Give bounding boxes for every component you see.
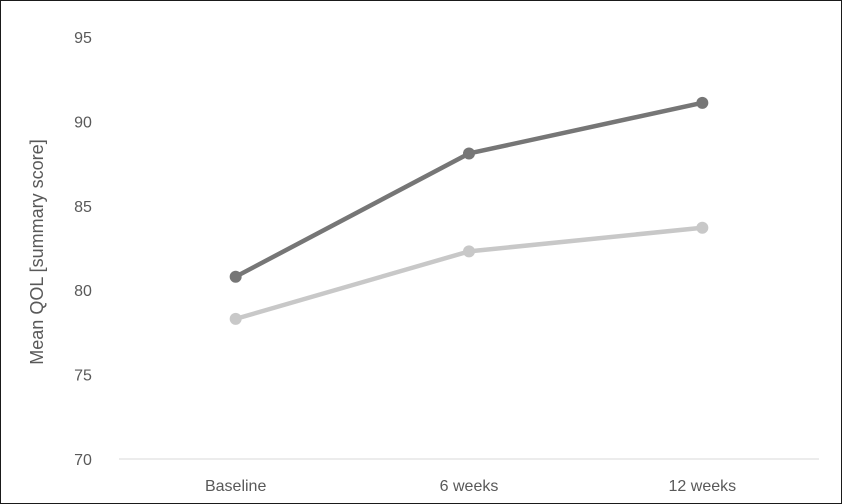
data-point — [229, 270, 242, 283]
data-point — [463, 147, 475, 160]
data-point — [463, 245, 475, 258]
y-axis-title: Mean QOL [summary score] — [27, 139, 47, 364]
y-tick-label: 80 — [74, 283, 92, 300]
x-tick-label: 6 weeks — [440, 478, 499, 495]
y-tick-label: 70 — [74, 452, 92, 469]
x-axis-ticks: Baseline 6 weeks 12 weeks — [205, 478, 736, 495]
y-axis-ticks: 70 75 80 85 90 95 — [74, 30, 92, 469]
y-tick-label: 95 — [74, 30, 92, 47]
y-tick-label: 90 — [74, 114, 92, 131]
data-point — [696, 221, 709, 234]
series-2 — [229, 221, 709, 325]
y-tick-label: 75 — [74, 368, 92, 385]
series-layer — [229, 96, 709, 325]
y-tick-label: 85 — [74, 199, 92, 216]
data-point — [696, 96, 709, 109]
series-1 — [229, 96, 709, 283]
data-point — [229, 312, 242, 325]
x-tick-label: 12 weeks — [669, 478, 737, 495]
x-tick-label: Baseline — [205, 478, 266, 495]
